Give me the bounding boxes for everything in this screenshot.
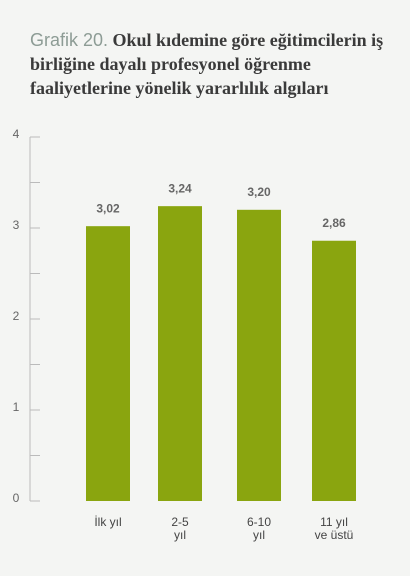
y-tick-label: 0 [13, 491, 20, 505]
x-tick-label: 6-10 yıl [246, 515, 272, 542]
value-label: 3,20 [247, 185, 271, 199]
y-tick-label: 4 [13, 127, 20, 141]
bar [86, 226, 130, 501]
value-label: 3,02 [96, 201, 120, 215]
y-tick-label: 2 [13, 309, 20, 323]
value-label: 2,86 [322, 216, 346, 230]
y-tick-label: 1 [13, 400, 20, 414]
chart-title-block: Grafik 20. Okul kıdemine göre eğitimcile… [30, 28, 400, 100]
x-tick-label: 11 yıl ve üstü [314, 515, 354, 542]
chart-title: Okul kıdemine göre eğitimcilerin iş birl… [30, 30, 384, 98]
value-label: 3,24 [168, 181, 192, 195]
chart-label: Grafik 20. [30, 30, 109, 50]
x-tick-label: 2-5 yıl [171, 515, 189, 542]
bar [312, 240, 356, 502]
bar [237, 209, 281, 502]
y-tick-label: 3 [13, 218, 20, 232]
x-tick-label: İlk yıl [94, 515, 122, 529]
bar [158, 206, 202, 501]
